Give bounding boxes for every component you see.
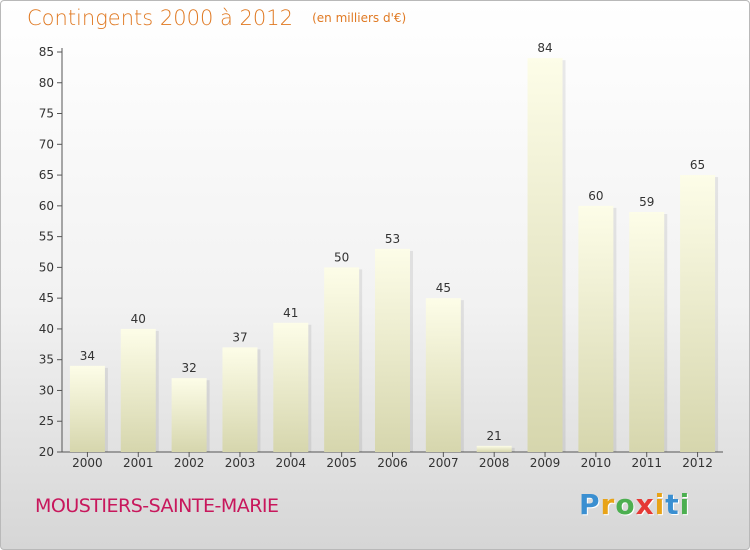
bar-2012 (680, 175, 716, 453)
chart-unit-label: (en milliers d'€) (312, 11, 407, 25)
bar-2011 (629, 212, 665, 452)
y-tick-label: 35 (39, 353, 54, 367)
proxiti-logo[interactable]: Proxiti (579, 488, 690, 521)
x-tick-label-2005: 2005 (326, 456, 357, 470)
bar-2008 (476, 445, 512, 452)
y-tick-label: 85 (39, 45, 54, 59)
logo-letter: o (615, 488, 636, 521)
y-tick-label: 60 (39, 199, 54, 213)
value-label-2001: 40 (131, 312, 146, 326)
x-tick-label-2007: 2007 (428, 456, 459, 470)
chart-title: Contingents 2000 à 2012 (27, 6, 293, 30)
x-tick-label-2006: 2006 (377, 456, 408, 470)
x-tick-label-2004: 2004 (276, 456, 307, 470)
bar-2000 (69, 365, 105, 452)
y-tick-label: 40 (39, 322, 54, 336)
bars-group (69, 58, 719, 453)
y-tick-label: 75 (39, 107, 54, 121)
x-tick-label-2002: 2002 (174, 456, 205, 470)
bar-2005 (324, 267, 360, 452)
bar-2007 (425, 298, 461, 452)
value-label-2002: 32 (181, 361, 196, 375)
logo-letter: i (654, 488, 666, 521)
x-axis-ticks: 2000 2001 2002 2003 2004 2005 2006 2007 2008 2009… (72, 452, 713, 470)
logo-letter: x (635, 488, 655, 521)
x-tick-label-2009: 2009 (530, 456, 561, 470)
y-tick-label: 20 (39, 445, 54, 459)
value-label-2007: 45 (436, 281, 451, 295)
value-label-2004: 41 (283, 306, 298, 320)
bar-2004 (273, 322, 309, 452)
value-label-2005: 50 (334, 250, 349, 264)
x-tick-label-2000: 2000 (72, 456, 103, 470)
value-label-2003: 37 (232, 330, 247, 344)
logo-letter: P (579, 488, 601, 521)
y-tick-label: 25 (39, 414, 54, 428)
x-tick-label-2003: 2003 (225, 456, 256, 470)
value-label-2006: 53 (385, 232, 400, 246)
x-tick-label-2001: 2001 (123, 456, 154, 470)
value-label-2011: 59 (639, 195, 654, 209)
value-label-2008: 21 (487, 429, 502, 443)
y-tick-label: 65 (39, 168, 54, 182)
commune-name: MOUSTIERS-SAINTE-MARIE (35, 495, 279, 517)
logo-letter: r (600, 488, 616, 521)
value-label-2010: 60 (588, 189, 603, 203)
logo-letter: t (665, 488, 680, 521)
bar-2006 (375, 248, 410, 452)
bar-2001 (120, 328, 156, 452)
title-row: Contingents 2000 à 2012 (en milliers d'€… (27, 6, 406, 30)
x-tick-label-2008: 2008 (479, 456, 510, 470)
y-tick-label: 80 (39, 76, 54, 90)
y-tick-label: 70 (39, 137, 54, 151)
bar-2010 (578, 205, 614, 452)
value-labels-group: 34 40 32 37 41 50 53 45 21 84 60 59 65 (80, 41, 705, 443)
y-tick-label: 55 (39, 230, 54, 244)
y-tick-label: 45 (39, 291, 54, 305)
value-label-2009: 84 (537, 41, 552, 55)
bar-2009 (527, 58, 563, 453)
y-tick-label: 50 (39, 260, 54, 274)
bar-2003 (222, 347, 258, 452)
y-tick-label: 30 (39, 383, 54, 397)
logo-letter: i (679, 488, 691, 521)
x-tick-label-2011: 2011 (631, 456, 662, 470)
value-label-2000: 34 (80, 349, 95, 363)
value-label-2012: 65 (690, 158, 705, 172)
bar-2002 (171, 378, 207, 452)
y-axis-ticks: 20 25 30 35 40 45 50 55 60 65 70 75 80 85 (39, 45, 62, 459)
x-tick-label-2012: 2012 (682, 456, 713, 470)
x-tick-label-2010: 2010 (581, 456, 612, 470)
